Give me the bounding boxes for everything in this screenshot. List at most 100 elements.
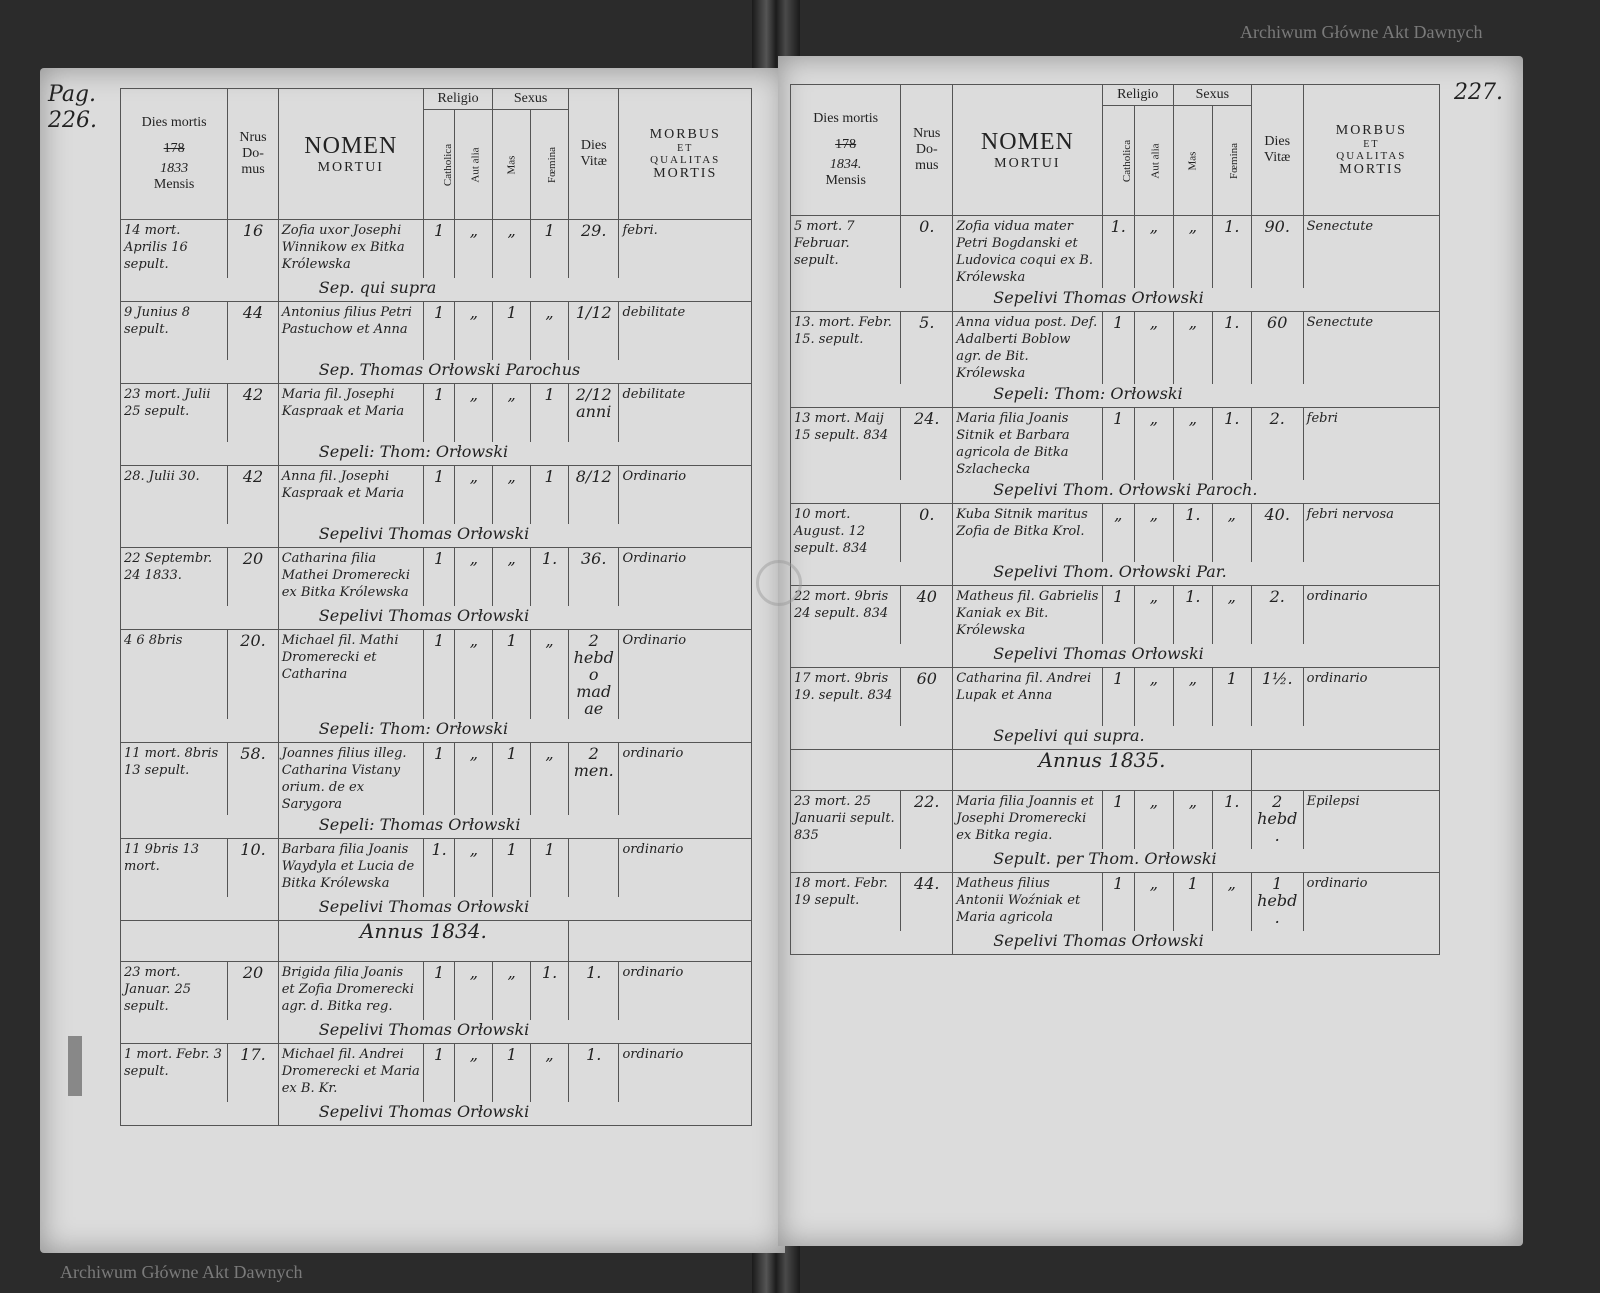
morbus-text: Senectute — [1306, 315, 1374, 330]
name-text: Michael fil. Andrei Dromerecki et Maria … — [281, 1047, 420, 1096]
house-number-text: 60 — [916, 669, 937, 688]
aut-alia-header: Aut alia — [454, 109, 494, 220]
nomen-label: NOMEN — [304, 132, 398, 159]
date-cell: 18 mort. Febr. 19 sepult. — [789, 872, 902, 931]
morbus-text: debilitate — [622, 305, 686, 320]
name-text: Kuba Sitnik maritus Zofia de Bitka Krol. — [956, 507, 1088, 539]
aut-alia-cell: „ — [1133, 667, 1174, 726]
aut-alia-text: „ — [469, 303, 478, 322]
name-cell: Matheus filius Antonii Woźniak et Maria … — [952, 872, 1103, 931]
morbus-label: MORBUS — [649, 126, 721, 142]
mas-text: 1 — [506, 631, 517, 650]
morbus-text: febri — [1306, 411, 1338, 426]
empty-cell — [789, 749, 954, 791]
house-number-text: 20 — [242, 963, 264, 982]
foemina-header: Fœmina — [1211, 105, 1252, 216]
house-number-text: 10. — [240, 840, 266, 859]
foemina-text: „ — [1227, 505, 1236, 524]
mensis-label: Mensis — [153, 177, 195, 192]
page-number: 227. — [1454, 80, 1503, 105]
morbus-text: ordinario — [1306, 671, 1368, 686]
name-text: Matheus filius Antonii Woźniak et Maria … — [956, 876, 1081, 925]
burial-note: Sep. qui supra — [277, 278, 753, 302]
morbus-cell: ordinario — [1302, 872, 1441, 931]
dies-vitae-text: 2 hebd. — [1257, 792, 1298, 845]
dies-vitae-text: 2. — [1269, 409, 1285, 428]
catholica-text: 1. — [431, 840, 447, 859]
burial-note: Sepeli: Thom: Orłowski — [952, 384, 1440, 408]
empty-cell — [120, 920, 279, 962]
mensis-label: Mensis — [825, 173, 866, 188]
burial-note-row: Sepelivi Thomas Orłowski — [120, 524, 753, 548]
domus-label: Do- mus — [915, 142, 939, 173]
qualitas-label: QUALITAS — [650, 153, 721, 166]
foemina-cell: „ — [1211, 585, 1252, 644]
catholica-text: 1 — [1113, 792, 1124, 811]
empty-cell — [567, 920, 753, 962]
sexus-header: Sexus — [1172, 84, 1252, 106]
name-text: Catharina filia Mathei Dromerecki ex Bit… — [281, 551, 411, 600]
name-cell: Michael fil. Mathi Dromerecki et Cathari… — [277, 629, 424, 719]
header-row: Dies mortis 178 1834. Mensis Nrus Do- mus NOME… — [789, 84, 1441, 216]
register-entry-row: 22 mort. 9bris 24 sepult. 834 40 Matheus f… — [789, 585, 1441, 644]
catholica-text: 1 — [434, 1045, 445, 1064]
burial-note-row: Sepelivi Thomas Orłowski — [120, 1020, 753, 1044]
foemina-cell: „ — [530, 301, 569, 360]
mas-text: 1 — [506, 1045, 517, 1064]
name-cell: Maria filia Joanis Sitnik et Barbara agr… — [952, 407, 1103, 480]
morbus-cell: ordinario — [618, 1043, 752, 1102]
empty-cell — [120, 815, 279, 839]
death-register-table: Dies mortis 178 1833 Mensis Nrus Do- mus NOMEN… — [119, 88, 753, 1126]
foemina-header: Fœmina — [530, 109, 569, 220]
dies-vitae-header: Dies Vitæ — [567, 88, 620, 220]
empty-cell — [120, 442, 279, 466]
mas-label: Mas — [1186, 151, 1199, 170]
date-text: 11 9bris 13 mort. — [124, 842, 199, 874]
dies-vitae-cell: 1½. — [1250, 667, 1304, 726]
sexus-header: Sexus — [492, 88, 569, 110]
dies-vitae-cell: 2 men. — [567, 742, 620, 815]
house-number-text: 22. — [914, 792, 940, 811]
catholica-cell: 1 — [422, 961, 456, 1020]
aut-alia-text: „ — [469, 467, 478, 486]
foemina-cell: 1. — [1211, 790, 1252, 849]
aut-alia-cell: „ — [454, 383, 494, 442]
burial-note-row: Sepelivi Thomas Orłowski — [120, 1102, 753, 1126]
date-text: 23 mort. Julii 25 sepult. — [124, 387, 211, 419]
mas-cell: „ — [492, 219, 532, 278]
morbus-cell: debilitate — [618, 301, 752, 360]
aut-alia-cell: „ — [1133, 585, 1174, 644]
burial-note-row: Sepeli: Thom: Orłowski — [120, 719, 753, 743]
dies-vitae-cell: 1/12 — [567, 301, 620, 360]
name-cell: Zofia uxor Josephi Winnikow ex Bitka Kró… — [277, 219, 424, 278]
name-cell: Zofia vidua mater Petri Bogdanski et Lud… — [952, 215, 1103, 288]
date-cell: 23 mort. Julii 25 sepult. — [119, 383, 229, 442]
burial-note-row: Sepeli: Thom: Orłowski — [120, 442, 753, 466]
aut-alia-cell: „ — [1133, 872, 1174, 931]
annus-label: Annus 1834. — [277, 920, 569, 962]
catholica-cell: 1 — [1101, 311, 1135, 384]
burial-note: Sepelivi Thomas Orłowski — [952, 931, 1440, 955]
dies-vitae-text: 1½. — [1261, 669, 1293, 688]
dies-vitae-text: 1. — [586, 1045, 602, 1064]
foemina-cell: „ — [530, 1043, 569, 1102]
foemina-text: „ — [545, 631, 554, 650]
catholica-cell: 1 — [422, 1043, 456, 1102]
year-value: 1834. — [829, 157, 862, 172]
house-number-text: 17. — [240, 1045, 266, 1064]
burial-note: Sepelivi Thomas Orłowski — [277, 1102, 753, 1126]
house-number-cell: 44 — [227, 301, 279, 360]
aut-alia-text: „ — [1149, 669, 1159, 688]
mas-cell: 1 — [492, 1043, 532, 1102]
foemina-cell: 1. — [530, 961, 569, 1020]
catholica-text: 1 — [434, 631, 445, 650]
nrus-label: Nrus — [239, 130, 267, 145]
house-number-cell: 5. — [900, 311, 954, 384]
aut-alia-text: „ — [469, 840, 478, 859]
house-number-text: 0. — [919, 217, 935, 236]
house-number-cell: 0. — [900, 503, 954, 562]
catholica-label: Catholica — [441, 143, 454, 186]
empty-cell — [789, 849, 954, 873]
morbus-text: ordinario — [622, 1047, 684, 1062]
catholica-header: Catholica — [1101, 105, 1135, 216]
